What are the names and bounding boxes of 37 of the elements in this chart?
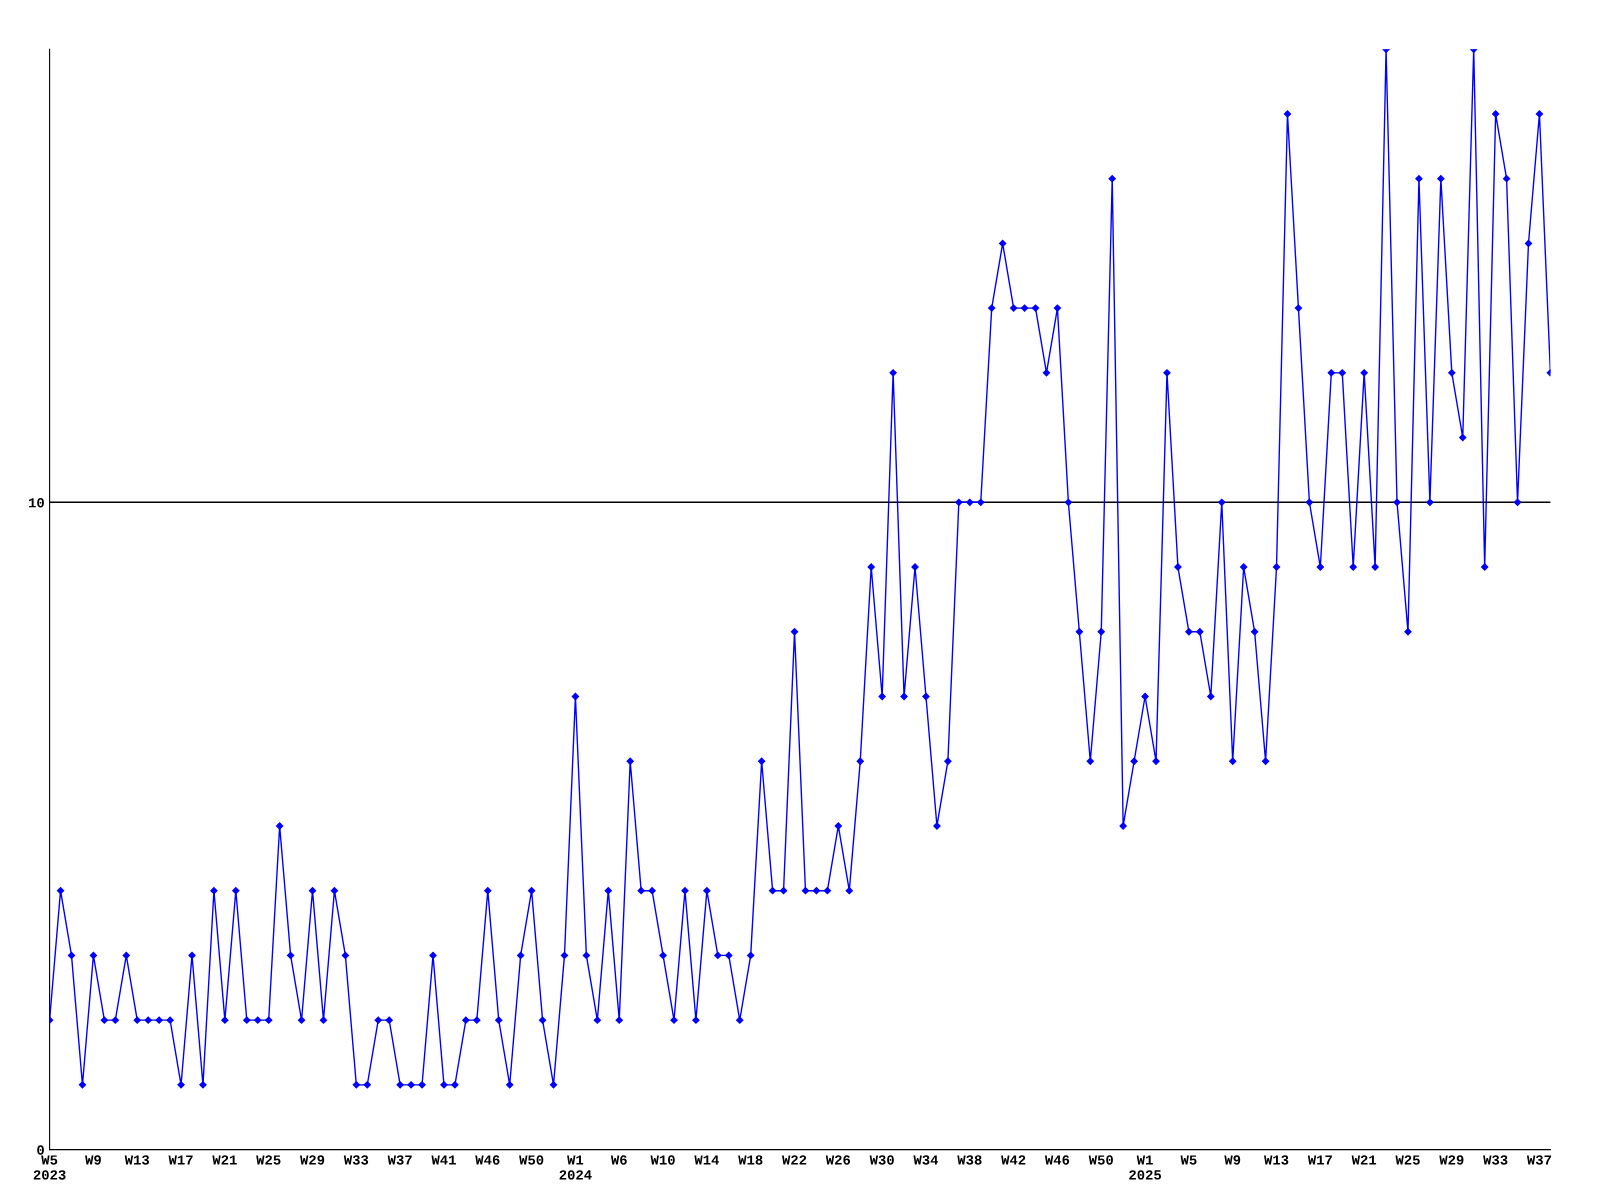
x-tick-label: W13 [1264, 1155, 1289, 1165]
x-tick-label: W21 [1351, 1155, 1377, 1165]
x-tick-label: W10 [650, 1155, 675, 1165]
x-tick-label: W29 [300, 1155, 325, 1165]
x-tick-label: W41 [431, 1155, 456, 1165]
x-tick-label: W21 [212, 1155, 237, 1165]
x-tick-label: W29 [1439, 1155, 1464, 1165]
x-tick-label: W25 [1395, 1155, 1420, 1165]
x-tick-label: W17 [1307, 1155, 1332, 1165]
x-tick-label: W30 [869, 1155, 894, 1165]
x-tick-label: W34 [913, 1155, 939, 1165]
x-tick-label: W33 [343, 1155, 369, 1165]
x-tick-label: W42 [1001, 1155, 1026, 1165]
x-tick-label: W14 [694, 1155, 719, 1165]
x-tick-label: W37 [1526, 1155, 1552, 1165]
x-tick-label: W46 [1044, 1155, 1070, 1165]
x-tick-label: W50 [519, 1155, 544, 1165]
x-tick-label: W37 [387, 1155, 412, 1165]
y-tick-label: 10 [29, 498, 44, 508]
x-tick-label: W1 2025 [1129, 1155, 1162, 1180]
y-tick-label: 0 [37, 1145, 44, 1155]
x-tick-label: W17 [168, 1155, 193, 1165]
x-tick-label: W13 [124, 1155, 150, 1165]
x-tick-label: W6 [610, 1155, 627, 1165]
x-tick-label: W50 [1088, 1155, 1113, 1165]
x-tick-label: W25 [256, 1155, 281, 1165]
x-tick-label: W5 2023 [33, 1155, 66, 1180]
x-tick-label: W18 [738, 1155, 763, 1165]
x-tick-label: W1 2024 [559, 1155, 592, 1180]
x-tick-label: W9 [85, 1155, 101, 1165]
x-tick-label: W26 [825, 1155, 851, 1165]
x-tick-label: W22 [782, 1155, 807, 1165]
x-tick-label: W5 [1180, 1155, 1197, 1165]
x-tick-label: W46 [475, 1155, 500, 1165]
x-tick-label: W33 [1483, 1155, 1508, 1165]
x-tick-label: W9 [1224, 1155, 1241, 1165]
x-tick-label: W38 [957, 1155, 982, 1165]
